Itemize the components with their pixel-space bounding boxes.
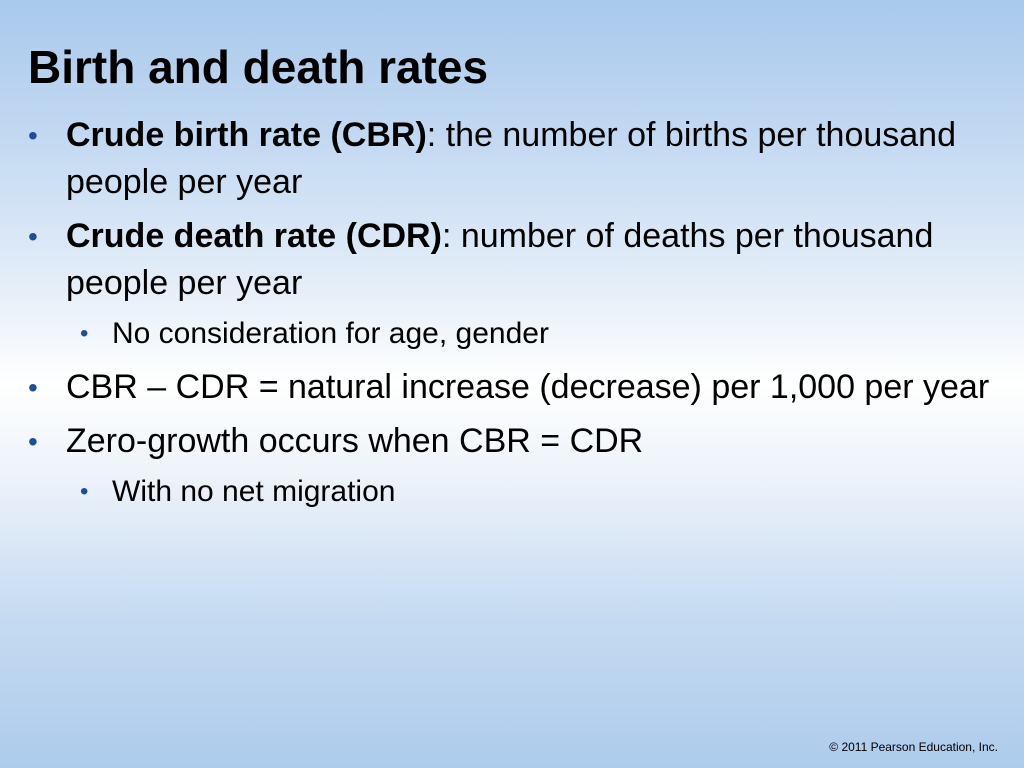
definition-cbr: : the number of births per thousand peop…: [66, 116, 957, 201]
bullet-icon: •: [28, 120, 38, 151]
bullet-icon: •: [80, 478, 89, 505]
bullet-icon: •: [28, 426, 38, 457]
sub-bullet-text: No consideration for age, gender: [112, 317, 549, 350]
bullet-item-zero-growth: • Zero-growth occurs when CBR = CDR: [0, 418, 1000, 465]
bullet-text: Zero-growth occurs when CBR = CDR: [66, 422, 644, 460]
bullet-item-cdr: • Crude death rate (CDR): number of deat…: [0, 213, 1000, 307]
bullet-icon: •: [28, 221, 38, 252]
bullet-icon: •: [80, 320, 89, 347]
bullet-icon: •: [28, 372, 38, 403]
bullet-item-natural-increase: • CBR – CDR = natural increase (decrease…: [0, 364, 1000, 411]
sub-bullet-text: With no net migration: [112, 475, 396, 508]
slide-title: Birth and death rates: [28, 41, 489, 93]
sub-bullet-age-gender: • No consideration for age, gender: [0, 312, 1000, 356]
bullet-list: • Crude birth rate (CBR): the number of …: [0, 112, 1000, 522]
sub-bullet-migration: • With no net migration: [0, 470, 1000, 514]
term-cdr: Crude death rate (CDR): [66, 217, 442, 255]
definition-cdr: : number of deaths per thousand people p…: [66, 217, 934, 302]
bullet-text: CBR – CDR = natural increase (decrease) …: [66, 368, 990, 406]
bullet-item-cbr: • Crude birth rate (CBR): the number of …: [0, 112, 1000, 206]
copyright-notice: © 2011 Pearson Education, Inc.: [829, 740, 998, 754]
term-cbr: Crude birth rate (CBR): [66, 116, 427, 154]
